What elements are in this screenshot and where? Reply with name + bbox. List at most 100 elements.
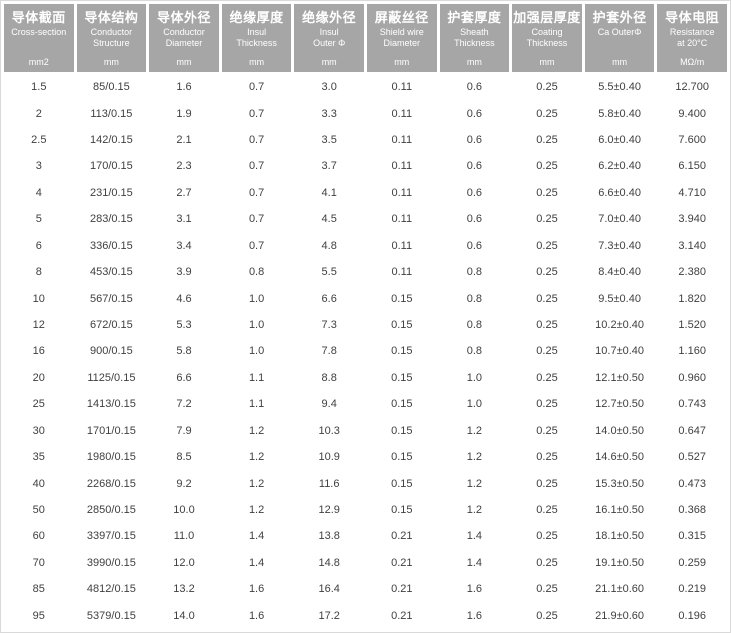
- column-subtitle-en: Resistance at 20°C: [669, 27, 715, 48]
- table-cell: 0.6: [466, 213, 483, 226]
- table-cell: 1.4: [466, 530, 483, 543]
- table-cell: 0.15: [391, 319, 413, 331]
- table-cell: 1.6: [176, 81, 192, 94]
- table-cell: 0.25: [536, 398, 558, 411]
- table-cell: 85: [32, 583, 45, 596]
- table-cell: 16: [32, 345, 45, 358]
- table-cell: 14.8: [318, 556, 340, 569]
- table-cell: 1413/0.15: [86, 398, 136, 411]
- table-cell: 2.5: [31, 134, 47, 147]
- table-cell: 1.6: [248, 609, 265, 622]
- table-cell: 11.0: [173, 530, 195, 543]
- table-cell: 3.940: [678, 213, 706, 226]
- table-row: 25 1413/0.15 7.2 1.1 9.4 0.15 1.0 0.25 12.7±0.50…: [4, 391, 727, 417]
- column-title-zh: 加强层厚度: [513, 10, 581, 25]
- table-cell: 8.8: [321, 371, 337, 384]
- table-cell: 12.0: [173, 556, 195, 569]
- table-cell: 0.11: [391, 213, 413, 226]
- table-cell: 0.11: [391, 186, 413, 199]
- column-title-zh: 绝缘外径: [302, 10, 357, 25]
- table-cell: 1.5: [31, 81, 47, 94]
- table-cell: 4.710: [678, 186, 706, 199]
- table-cell: 0.15: [391, 371, 413, 384]
- table-row: 20 1125/0.15 6.6 1.1 8.8 0.15 1.0 0.25 12.1±0.50…: [4, 365, 727, 391]
- table-cell: 9.2: [176, 477, 192, 490]
- table-cell: 0.11: [391, 266, 413, 279]
- table-cell: 8.5: [176, 451, 192, 464]
- column-subtitle-en: Ca OuterΦ: [597, 27, 642, 37]
- table-cell: 12.1±0.50: [595, 371, 645, 384]
- table-cell: 6.6: [176, 371, 192, 384]
- table-cell: 14.0: [173, 609, 195, 622]
- table-cell: 0.7: [248, 81, 265, 94]
- table-cell: 0.7: [248, 186, 265, 199]
- table-cell: 95: [32, 609, 45, 622]
- table-cell: 10.3: [318, 424, 340, 437]
- table-row: 16 900/0.15 5.8 1.0 7.8 0.15 0.8 0.25 10.7±0.40 1…: [4, 338, 727, 364]
- column-unit: mm2: [28, 57, 49, 67]
- table-cell: 0.15: [391, 451, 413, 464]
- column-unit: mm: [466, 57, 482, 67]
- column-header: 屏蔽丝径 Shield wire Diameter mm: [366, 4, 437, 72]
- table-cell: 6.6: [321, 292, 337, 305]
- table-cell: 0.15: [391, 503, 413, 516]
- column-header: 护套厚度 Sheath Thickness mm: [439, 4, 510, 72]
- table-cell: 40: [32, 477, 45, 490]
- table-cell: 0.25: [536, 134, 558, 147]
- table-row: 40 2268/0.15 9.2 1.2 11.6 0.15 1.2 0.25 15.3±0.5…: [4, 470, 727, 496]
- column-unit: mm: [103, 57, 119, 67]
- table-row: 70 3990/0.15 12.0 1.4 14.8 0.21 1.4 0.25 19.1±0.…: [4, 550, 727, 576]
- table-cell: 0.647: [678, 424, 706, 437]
- table-cell: 50: [32, 503, 45, 516]
- table-cell: 3.3: [321, 107, 337, 120]
- table-cell: 1.2: [466, 424, 483, 437]
- table-cell: 3990/0.15: [86, 556, 136, 569]
- table-cell: 0.25: [536, 371, 558, 384]
- table-cell: 4.5: [321, 213, 337, 226]
- table-cell: 283/0.15: [89, 213, 133, 226]
- table-row: 12 672/0.15 5.3 1.0 7.3 0.15 0.8 0.25 10.2±0.40 1…: [4, 312, 727, 338]
- column-unit: MΩ/m: [680, 57, 705, 67]
- table-cell: 0.8: [466, 319, 483, 331]
- table-cell: 0.25: [536, 266, 558, 279]
- table-row: 3 170/0.15 2.3 0.7 3.7 0.11 0.6 0.25 6.2±0.40 6.1…: [4, 153, 727, 179]
- table-cell: 4: [35, 186, 42, 199]
- table-cell: 3: [35, 160, 42, 173]
- table-cell: 1.1: [248, 398, 265, 411]
- table-cell: 0.960: [678, 371, 706, 384]
- column-title-zh: 导体结构: [84, 10, 139, 25]
- table-cell: 7.600: [678, 134, 706, 147]
- table-cell: 7.3±0.40: [598, 239, 641, 252]
- column-header: 绝缘厚度 Insul Thickness mm: [221, 4, 292, 72]
- table-cell: 3.0: [321, 81, 337, 94]
- table-cell: 0.7: [248, 213, 265, 226]
- table-cell: 3.9: [176, 266, 192, 279]
- table-cell: 672/0.15: [89, 319, 133, 331]
- table-cell: 0.7: [248, 239, 265, 252]
- table-cell: 21.9±0.60: [595, 609, 645, 622]
- table-cell: 0.259: [678, 556, 706, 569]
- table-cell: 10.2±0.40: [595, 319, 645, 331]
- table-cell: 1.2: [466, 477, 483, 490]
- table-cell: 453/0.15: [89, 266, 133, 279]
- table-cell: 5379/0.15: [86, 609, 136, 622]
- table-cell: 0.25: [536, 477, 558, 490]
- column-header: 护套外径 Ca OuterΦ mm: [584, 4, 655, 72]
- table-row: 6 336/0.15 3.4 0.7 4.8 0.11 0.6 0.25 7.3±0.40 3.1…: [4, 233, 727, 259]
- table-cell: 170/0.15: [89, 160, 133, 173]
- table-cell: 1.6: [466, 609, 483, 622]
- table-cell: 10: [32, 292, 45, 305]
- table-cell: 12.700: [675, 81, 710, 94]
- table-row: 1.5 85/0.15 1.6 0.7 3.0 0.11 0.6 0.25 5.5±0.40 12…: [4, 74, 727, 100]
- column-header: 导体结构 Conductor Structure mm: [76, 4, 147, 72]
- table-cell: 0.25: [536, 583, 558, 596]
- table-cell: 1.2: [248, 451, 265, 464]
- table-cell: 2850/0.15: [86, 503, 136, 516]
- column-title-zh: 导体截面: [11, 10, 66, 25]
- table-cell: 0.11: [391, 107, 413, 120]
- table-row: 60 3397/0.15 11.0 1.4 13.8 0.21 1.4 0.25 18.1±0.…: [4, 523, 727, 549]
- table-cell: 0.11: [391, 160, 413, 173]
- table-cell: 3.140: [678, 239, 706, 252]
